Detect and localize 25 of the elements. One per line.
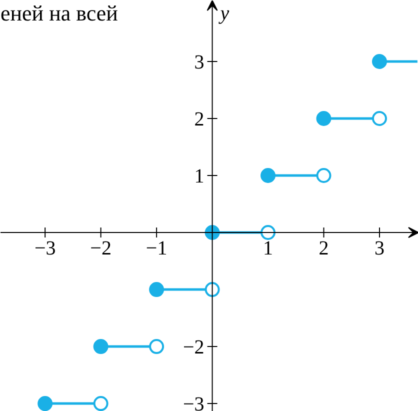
x-tick-label: 3 [374, 238, 384, 260]
point [38, 396, 53, 411]
point [316, 168, 332, 183]
point [316, 111, 332, 126]
point [372, 111, 387, 126]
point [149, 339, 164, 354]
y-tick-label: −3 [183, 394, 204, 411]
point [260, 168, 276, 183]
point [93, 396, 108, 411]
x-tick-label: −1 [146, 238, 168, 260]
x-tick-label: −3 [34, 238, 56, 260]
x-tick-label: 1 [263, 238, 274, 260]
x-tick-label: 2 [318, 238, 329, 260]
y-tick-label: 2 [194, 108, 204, 130]
point [260, 225, 276, 240]
y-tick-label: 3 [194, 51, 204, 74]
point [204, 282, 220, 297]
y-axis-title: y [218, 2, 230, 24]
point [372, 54, 387, 69]
point [149, 282, 164, 297]
y-tick-label: 1 [194, 166, 204, 188]
point [93, 339, 108, 354]
annotation: еней на всей [0, 0, 118, 26]
x-tick-label: −2 [90, 238, 112, 260]
y-tick-label: −2 [183, 336, 204, 359]
